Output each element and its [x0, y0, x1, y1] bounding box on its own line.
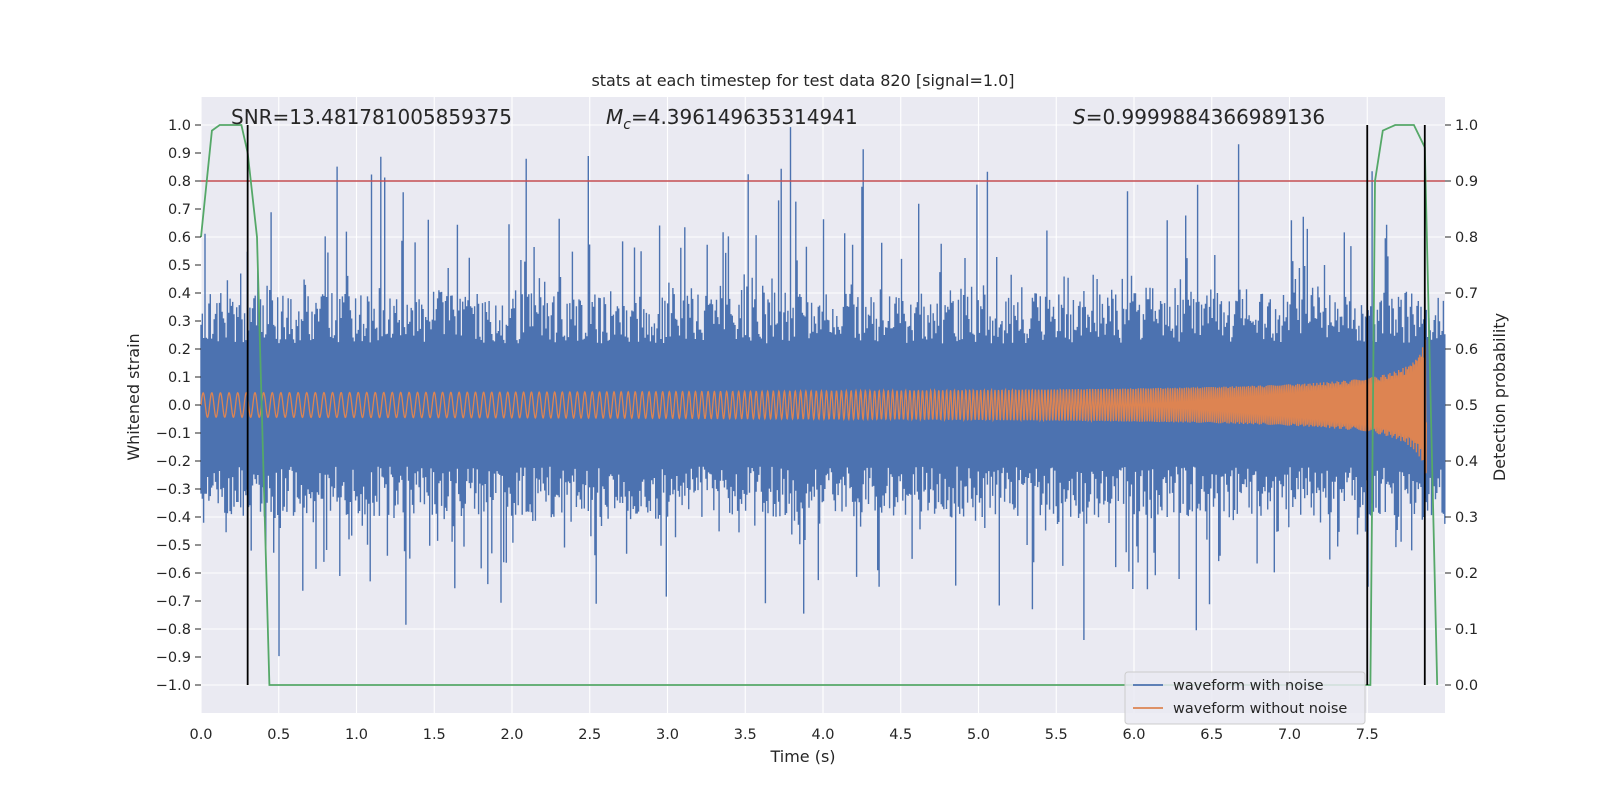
x-tick-label: 7.5	[1356, 727, 1379, 743]
clean-waveform-path	[200, 339, 1427, 474]
x-tick-label: 1.5	[423, 727, 446, 743]
x-tick-label: 5.5	[1045, 727, 1068, 743]
x-tick-label: 4.0	[811, 727, 834, 743]
chirp-mass-symbol: M	[606, 105, 623, 129]
snr-annotation: SNR=13.481781005859375	[231, 105, 512, 129]
left-y-tick-label: −0.3	[156, 482, 191, 498]
x-tick-label: 1.0	[345, 727, 368, 743]
left-y-tick-label: −0.1	[156, 426, 191, 442]
right-y-axis-ticks: 1.0 0.9 0.8 0.7 0.6 0.5 0.4 0.3 0.2 0.1 0.0	[1445, 118, 1478, 694]
legend: waveform with noise waveform without noi…	[1124, 671, 1366, 725]
left-y-tick-label: −0.8	[156, 622, 191, 638]
x-tick-label: 6.5	[1200, 727, 1223, 743]
legend-box	[1124, 671, 1366, 725]
x-tick-label: 5.0	[967, 727, 990, 743]
left-y-tick-label: 0.5	[168, 258, 191, 274]
x-tick-label: 3.5	[734, 727, 757, 743]
left-y-tick-label: 1.0	[168, 118, 191, 134]
right-y-axis-label: Detection probability	[1490, 313, 1509, 481]
chirp-mass-value: =4.396149635314941	[631, 105, 858, 129]
series-waveform-without-noise	[200, 339, 1427, 474]
left-y-tick-label: −0.4	[156, 510, 191, 526]
left-y-tick-label: 0.9	[168, 146, 191, 162]
left-y-tick-label: 0.8	[168, 174, 191, 190]
score-annotation: S=0.9999884366989136	[1073, 105, 1325, 129]
left-y-tick-label: 0.1	[168, 370, 191, 386]
left-y-tick-label: 0.2	[168, 342, 191, 358]
right-y-tick-label: 0.8	[1455, 230, 1478, 246]
chirp-mass-subscript: c	[623, 117, 631, 133]
right-y-tick-label: 0.3	[1455, 510, 1478, 526]
right-y-tick-label: 0.2	[1455, 566, 1478, 582]
x-axis-ticks: 0.0 0.5 1.0 1.5 2.0 2.5 3.0 3.5 4.0 4.5 5.0 5.5 6.0 6…	[189, 727, 1378, 743]
score-symbol: S	[1073, 105, 1086, 129]
left-y-axis-label: Whitened strain	[124, 333, 143, 460]
x-tick-label: 4.5	[889, 727, 912, 743]
left-y-tick-label: 0.6	[168, 230, 191, 246]
x-tick-label: 3.0	[656, 727, 679, 743]
left-y-tick-label: −0.6	[156, 566, 191, 582]
x-tick-label: 0.0	[189, 727, 212, 743]
x-axis-label: Time (s)	[769, 747, 835, 766]
x-tick-label: 2.5	[578, 727, 601, 743]
left-y-tick-label: −1.0	[156, 678, 191, 694]
left-y-axis-ticks: 1.0 0.9 0.8 0.7 0.6 0.5 0.4 0.3 0.2 0.1 0.0 −0.1 −0.…	[156, 118, 201, 694]
vertical-markers	[246, 125, 1426, 685]
right-y-tick-label: 0.4	[1455, 454, 1478, 470]
detection-probability-line	[200, 124, 1439, 686]
legend-label-noise: waveform with noise	[1173, 678, 1324, 694]
left-y-tick-label: −0.5	[156, 538, 191, 554]
legend-label-clean: waveform without noise	[1173, 701, 1347, 717]
left-y-tick-label: 0.4	[168, 286, 191, 302]
right-y-tick-label: 0.9	[1455, 174, 1478, 190]
chirp-mass-annotation: Mc=4.396149635314941	[606, 105, 858, 133]
x-tick-label: 0.5	[267, 727, 290, 743]
left-y-tick-label: 0.0	[168, 398, 191, 414]
left-y-tick-label: 0.3	[168, 314, 191, 330]
left-y-tick-label: −0.7	[156, 594, 191, 610]
series-detection-probability	[200, 124, 1439, 686]
right-y-tick-label: 0.0	[1455, 678, 1478, 694]
left-y-tick-label: 0.7	[168, 202, 191, 218]
score-value: =0.9999884366989136	[1086, 105, 1325, 129]
right-y-tick-label: 0.1	[1455, 622, 1478, 638]
x-tick-label: 6.0	[1122, 727, 1145, 743]
x-tick-label: 7.0	[1278, 727, 1301, 743]
chart-title: stats at each timestep for test data 820…	[591, 71, 1014, 90]
right-y-tick-label: 0.6	[1455, 342, 1478, 358]
left-y-tick-label: −0.2	[156, 454, 191, 470]
right-y-tick-label: 1.0	[1455, 118, 1478, 134]
right-y-tick-label: 0.5	[1455, 398, 1478, 414]
right-y-tick-label: 0.7	[1455, 286, 1478, 302]
left-y-tick-label: −0.9	[156, 650, 191, 666]
x-tick-label: 2.0	[500, 727, 523, 743]
